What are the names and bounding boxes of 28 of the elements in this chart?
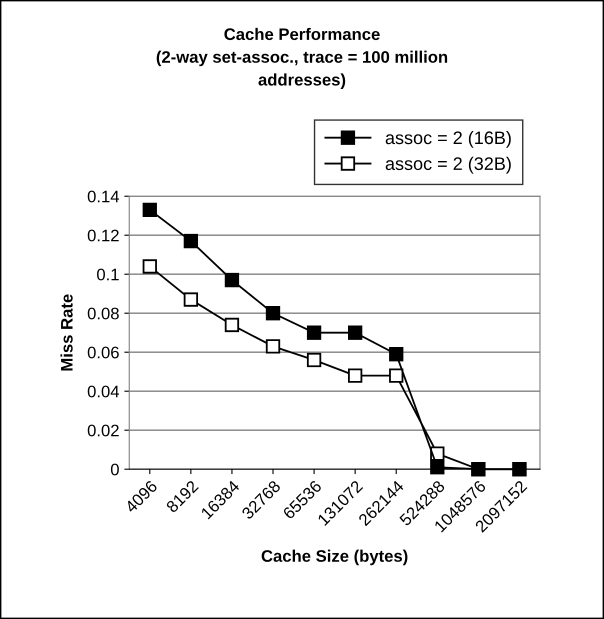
point — [184, 234, 198, 248]
chart-title: Cache Performance (2-way set-assoc., trace = 100 million addresses) — [156, 28, 448, 89]
point — [348, 326, 362, 340]
y-tick-label: 0.02 — [88, 424, 119, 436]
y-tick-label: 0.14 — [88, 190, 120, 202]
point — [142, 259, 157, 274]
y-tick-label: 0.08 — [88, 308, 119, 320]
point — [306, 352, 322, 368]
point — [224, 318, 240, 332]
point — [266, 339, 280, 354]
point — [389, 368, 404, 383]
point — [430, 460, 444, 474]
point — [266, 306, 280, 320]
point — [306, 326, 322, 340]
y-tick-label: 0.06 — [88, 346, 119, 358]
point — [389, 347, 404, 362]
y-axis-title: Miss Rate — [60, 294, 73, 370]
legend-label: assoc = 2 (16B) — [386, 130, 511, 148]
y-tick-label: 0.04 — [88, 386, 120, 398]
y-tick-label: 0.1 — [97, 268, 119, 280]
point — [224, 272, 240, 288]
x-axis-title: Cache Size (bytes) — [262, 550, 408, 566]
point — [142, 202, 157, 218]
legend-label: assoc = 2 (32B) — [386, 156, 511, 174]
point — [348, 368, 362, 383]
point — [184, 292, 198, 307]
y-tick-label: 0 — [110, 464, 119, 476]
y-tick-label: 0.12 — [88, 230, 119, 242]
